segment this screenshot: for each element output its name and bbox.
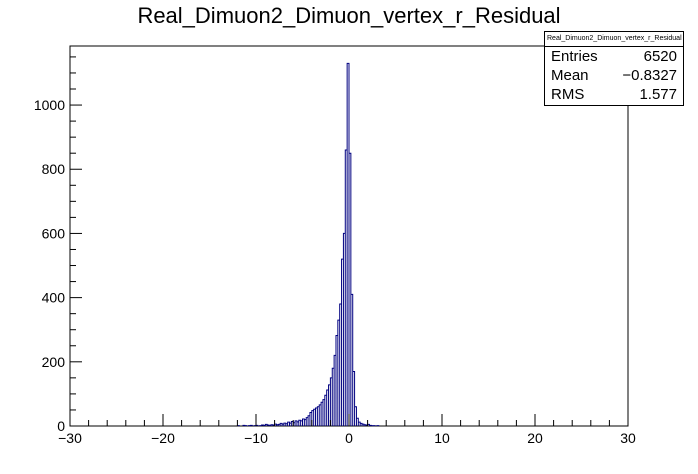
histogram-series [236,62,380,427]
stats-box-title: Real_Dimuon2_Dimuon_vertex_r_Residual [545,32,683,47]
chart-title: Real_Dimuon2_Dimuon_vertex_r_Residual [137,3,561,28]
y-tick-label: 400 [42,290,66,306]
stats-row-entries: Entries 6520 [545,47,683,66]
stats-value: 1.577 [639,86,677,103]
y-tick-label: 600 [42,225,66,241]
y-tick-label: 200 [42,354,66,370]
stats-label: Mean [551,67,589,84]
y-tick-label: 1000 [34,97,65,113]
x-tick-label: −30 [58,430,82,446]
stats-row-mean: Mean −0.8327 [545,66,683,85]
stats-value: −0.8327 [622,67,677,84]
x-tick-label: −20 [151,430,175,446]
x-tick-label: 10 [434,430,450,446]
x-tick-label: 0 [345,430,353,446]
x-tick-label: 20 [527,430,543,446]
x-tick-label: 30 [620,430,636,446]
stats-value: 6520 [643,48,677,65]
stats-label: Entries [551,48,598,65]
stats-row-rms: RMS 1.577 [545,85,683,104]
stats-box: Real_Dimuon2_Dimuon_vertex_r_Residual En… [544,31,684,106]
stats-label: RMS [551,86,585,103]
y-tick-label: 800 [42,161,66,177]
x-tick-label: −10 [244,430,268,446]
y-tick-label: 0 [57,418,65,434]
